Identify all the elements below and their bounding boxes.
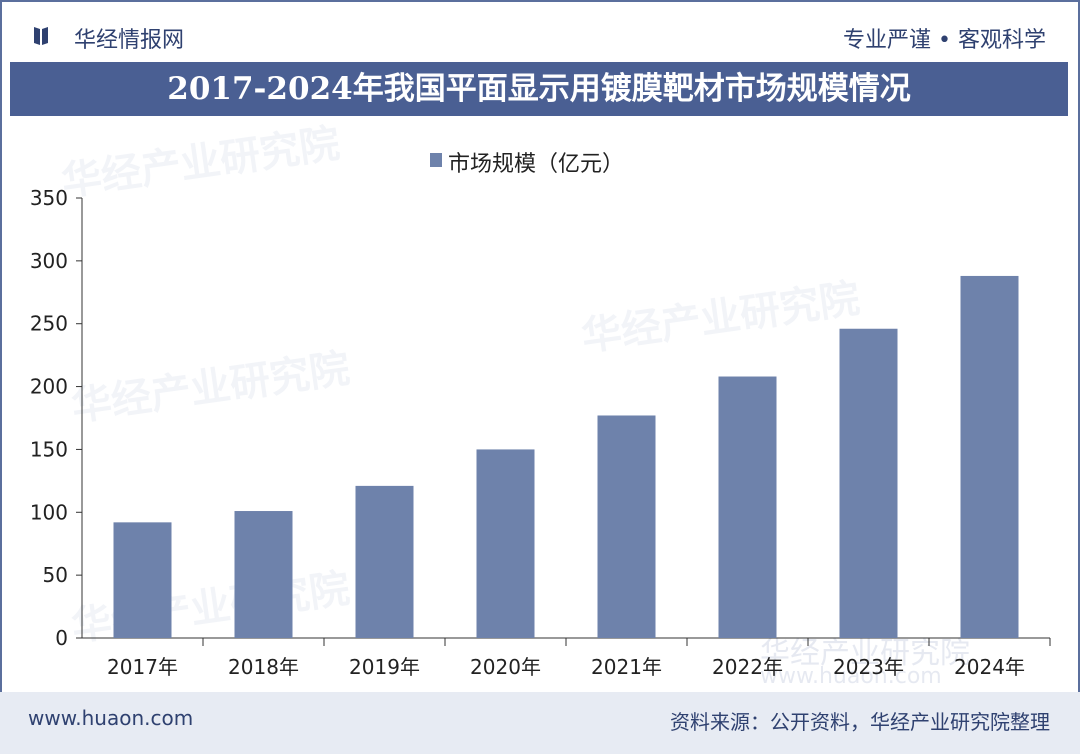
legend-label: 市场规模（亿元） (448, 152, 625, 177)
y-tick-label: 50 (43, 563, 68, 587)
bar-chart: 0 50 100 150 200 250 300 350 2017年 2018年 2019年 2020… (30, 186, 1051, 679)
y-tick-label: 0 (55, 626, 68, 650)
brand-name: 华经情报网 (74, 28, 185, 53)
bar (113, 522, 172, 638)
watermark-text: 华经产业研究院 (760, 636, 970, 671)
x-tick-label: 2017年 (107, 655, 178, 679)
x-tick-label: 2018年 (228, 655, 299, 679)
y-tick-label: 150 (30, 437, 68, 461)
x-tick-label: 2024年 (954, 655, 1025, 679)
y-tick-label: 350 (30, 186, 68, 210)
header: 华经情报网 专业严谨 • 客观科学 (10, 10, 1070, 60)
x-tick-label: 2022年 (712, 655, 783, 679)
x-tick-label: 2019年 (349, 655, 420, 679)
huajing-logo-icon (34, 27, 48, 45)
bar (476, 449, 535, 638)
bar (960, 275, 1019, 638)
legend-swatch (430, 153, 442, 167)
slogan: 专业严谨 • 客观科学 (843, 28, 1046, 53)
bar (597, 415, 656, 638)
data-source: 资料来源：公开资料，华经产业研究院整理 (670, 710, 1050, 734)
footer: www.huaon.com 资料来源：公开资料，华经产业研究院整理 (0, 692, 1080, 754)
chart-title: 2017-2024年我国平面显示用镀膜靶材市场规模情况 (167, 71, 911, 107)
x-tick-label: 2021年 (591, 655, 662, 679)
title-bar: 2017-2024年我国平面显示用镀膜靶材市场规模情况 (10, 62, 1068, 116)
x-tick-label: 2020年 (470, 655, 541, 679)
bar (355, 485, 414, 638)
bar (234, 511, 293, 638)
y-tick-label: 100 (30, 500, 68, 524)
x-tick-label: 2023年 (833, 655, 904, 679)
y-tick-label: 250 (30, 312, 68, 336)
y-tick-label: 200 (30, 375, 68, 399)
bar (839, 328, 898, 638)
site-url: www.huaon.com (28, 706, 194, 730)
bar (718, 376, 777, 638)
watermark-url: www.huaon.com (760, 664, 942, 689)
y-tick-label: 300 (30, 249, 68, 273)
